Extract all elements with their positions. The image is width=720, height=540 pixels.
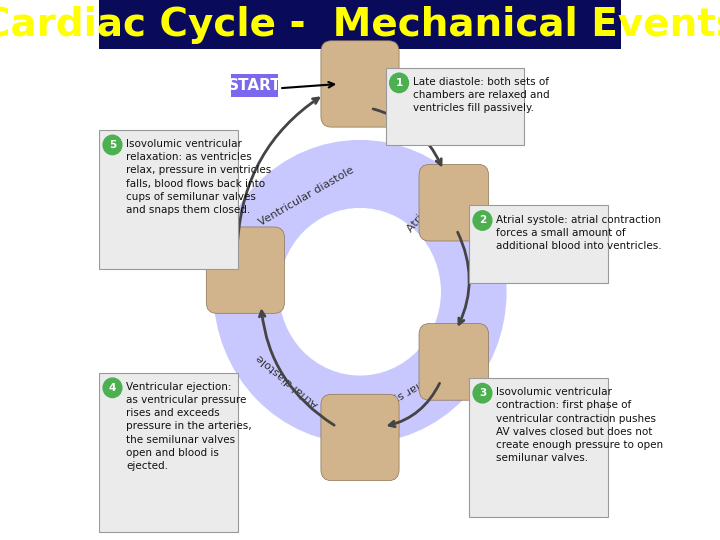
FancyBboxPatch shape (206, 227, 284, 313)
Text: Late diastole: both sets of
chambers are relaxed and
ventricles fill passively.: Late diastole: both sets of chambers are… (413, 77, 549, 113)
Circle shape (103, 378, 122, 397)
Circle shape (280, 208, 440, 375)
Text: Ventricular systole: Ventricular systole (366, 357, 461, 418)
Text: Atrial systole: Atrial systole (405, 172, 459, 234)
Text: Atrial diastole: Atrial diastole (256, 352, 320, 409)
FancyBboxPatch shape (419, 164, 489, 241)
Text: Ventricular ejection:
as ventricular pressure
rises and exceeds
pressure in the : Ventricular ejection: as ventricular pre… (126, 382, 251, 471)
Text: Isovolumic ventricular
contraction: first phase of
ventricular contraction pushe: Isovolumic ventricular contraction: firs… (496, 387, 663, 463)
Text: Cardiac Cycle -  Mechanical Events: Cardiac Cycle - Mechanical Events (0, 5, 720, 44)
FancyBboxPatch shape (469, 205, 608, 283)
FancyBboxPatch shape (386, 68, 524, 145)
Text: START: START (228, 78, 282, 93)
FancyBboxPatch shape (99, 1, 621, 49)
Text: Atrial systole: atrial contraction
forces a small amount of
additional blood int: Atrial systole: atrial contraction force… (496, 214, 662, 251)
Circle shape (214, 140, 506, 443)
FancyBboxPatch shape (321, 40, 399, 127)
FancyBboxPatch shape (469, 378, 608, 517)
Circle shape (103, 135, 122, 154)
Circle shape (473, 383, 492, 403)
Text: Isovolumic ventricular
relaxation: as ventricles
relax, pressure in ventricles
f: Isovolumic ventricular relaxation: as ve… (126, 139, 271, 215)
Text: 5: 5 (109, 140, 116, 150)
FancyBboxPatch shape (321, 394, 399, 481)
FancyBboxPatch shape (99, 373, 238, 532)
Circle shape (473, 211, 492, 230)
Text: 3: 3 (479, 388, 486, 398)
Text: 2: 2 (479, 215, 486, 226)
Text: 1: 1 (395, 78, 402, 88)
FancyBboxPatch shape (231, 73, 278, 97)
Circle shape (390, 73, 408, 92)
Text: 4: 4 (109, 383, 116, 393)
FancyBboxPatch shape (99, 130, 238, 269)
Text: Ventricular diastole: Ventricular diastole (257, 165, 356, 227)
FancyBboxPatch shape (419, 323, 489, 400)
